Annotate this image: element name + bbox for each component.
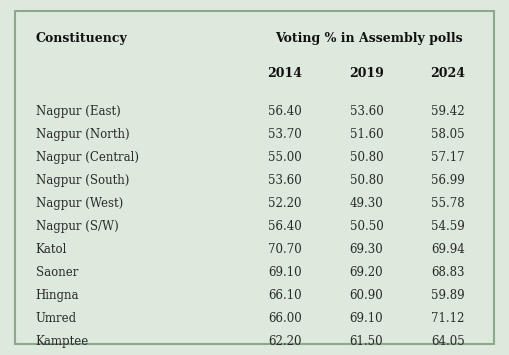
Text: 69.20: 69.20 <box>350 266 383 279</box>
Text: 53.60: 53.60 <box>268 174 302 187</box>
Text: 56.99: 56.99 <box>431 174 465 187</box>
Text: 54.59: 54.59 <box>431 220 465 233</box>
Text: Nagpur (East): Nagpur (East) <box>36 105 121 118</box>
Text: 59.89: 59.89 <box>431 289 465 302</box>
Text: Nagpur (North): Nagpur (North) <box>36 128 129 141</box>
Text: 66.10: 66.10 <box>268 289 302 302</box>
Text: 56.40: 56.40 <box>268 105 302 118</box>
Text: 58.05: 58.05 <box>431 128 465 141</box>
Text: 2024: 2024 <box>431 67 465 81</box>
Text: 52.20: 52.20 <box>268 197 302 210</box>
Text: Kamptee: Kamptee <box>36 335 89 349</box>
Text: 2014: 2014 <box>268 67 302 81</box>
Text: 51.60: 51.60 <box>350 128 383 141</box>
Text: 61.50: 61.50 <box>350 335 383 349</box>
Text: 69.10: 69.10 <box>268 266 302 279</box>
Text: 71.12: 71.12 <box>431 312 465 326</box>
Text: 62.20: 62.20 <box>268 335 302 349</box>
Text: Umred: Umred <box>36 312 77 326</box>
Text: 53.60: 53.60 <box>350 105 383 118</box>
Text: Nagpur (West): Nagpur (West) <box>36 197 123 210</box>
Text: Constituency: Constituency <box>36 32 127 45</box>
Text: 66.00: 66.00 <box>268 312 302 326</box>
Text: 2019: 2019 <box>349 67 384 81</box>
Text: 59.42: 59.42 <box>431 105 465 118</box>
Text: 50.80: 50.80 <box>350 151 383 164</box>
Text: 69.94: 69.94 <box>431 243 465 256</box>
Text: 60.90: 60.90 <box>350 289 383 302</box>
Text: Nagpur (S/W): Nagpur (S/W) <box>36 220 119 233</box>
Text: 50.50: 50.50 <box>350 220 383 233</box>
Text: 64.05: 64.05 <box>431 335 465 349</box>
Text: 68.83: 68.83 <box>431 266 465 279</box>
Text: Voting % in Assembly polls: Voting % in Assembly polls <box>275 32 463 45</box>
FancyBboxPatch shape <box>15 11 494 344</box>
Text: Katol: Katol <box>36 243 67 256</box>
Text: 57.17: 57.17 <box>431 151 465 164</box>
Text: 53.70: 53.70 <box>268 128 302 141</box>
Text: 55.00: 55.00 <box>268 151 302 164</box>
Text: 70.70: 70.70 <box>268 243 302 256</box>
Text: Nagpur (South): Nagpur (South) <box>36 174 129 187</box>
Text: Nagpur (Central): Nagpur (Central) <box>36 151 138 164</box>
Text: 55.78: 55.78 <box>431 197 465 210</box>
Text: 56.40: 56.40 <box>268 220 302 233</box>
Text: 50.80: 50.80 <box>350 174 383 187</box>
Text: 49.30: 49.30 <box>350 197 383 210</box>
Text: 69.30: 69.30 <box>350 243 383 256</box>
Text: Hingna: Hingna <box>36 289 79 302</box>
Text: 69.10: 69.10 <box>350 312 383 326</box>
Text: Saoner: Saoner <box>36 266 78 279</box>
